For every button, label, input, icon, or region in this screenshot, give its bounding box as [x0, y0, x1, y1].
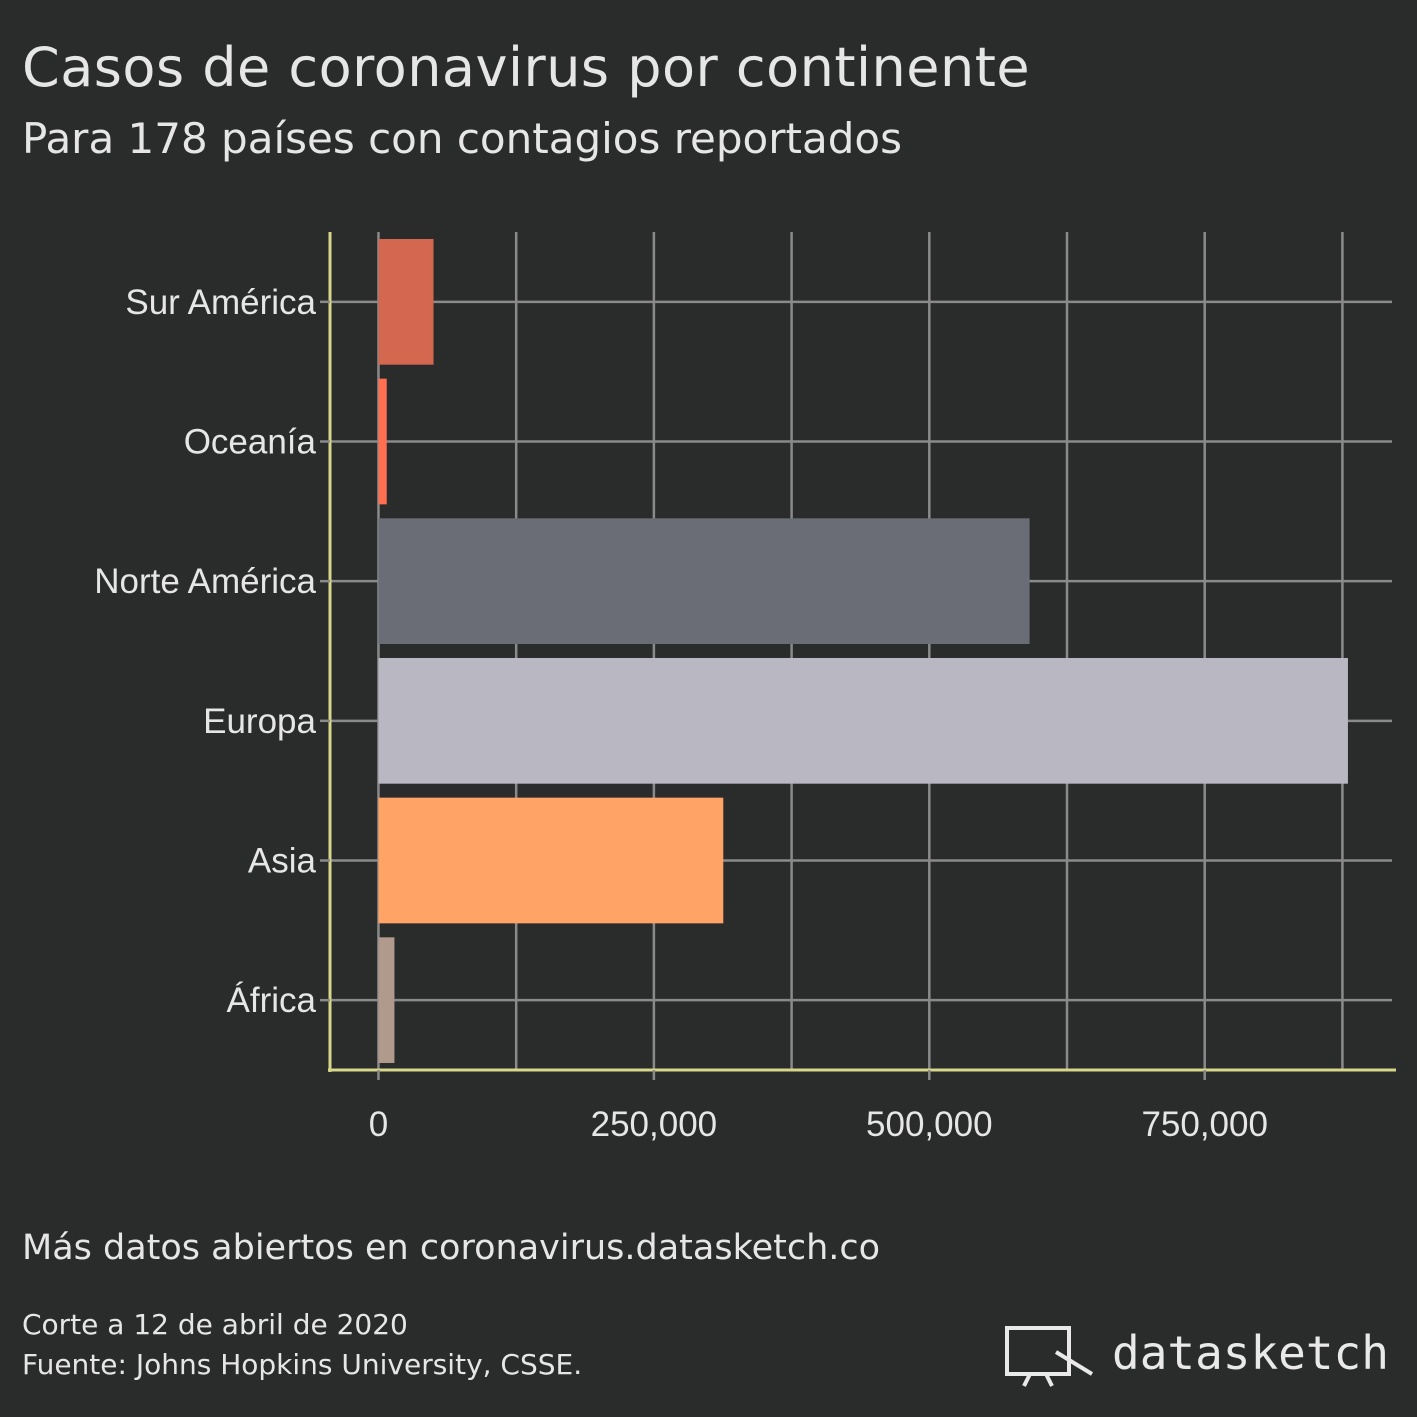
more-data-caption: Más datos abiertos en coronavirus.datask… [22, 1228, 881, 1268]
x-tick-label: 500,000 [866, 1105, 993, 1144]
x-tick-label: 250,000 [591, 1105, 718, 1144]
bars [378, 238, 1348, 1064]
bar-2 [378, 378, 387, 505]
source-note: Fuente: Johns Hopkins University, CSSE. [22, 1348, 583, 1381]
chart-title: Casos de coronavirus por continente [22, 36, 1031, 99]
tick-labels: Sur América Oceanía Norte América Europa Asi… [94, 283, 1268, 1144]
axes [320, 232, 1396, 1080]
date-note: Corte a 12 de abril de 2020 [22, 1308, 408, 1341]
chart-subtitle: Para 178 países con contagios reportados [22, 114, 902, 163]
y-tick-label: Europa [203, 702, 316, 741]
y-tick-label: Sur América [125, 283, 316, 322]
grid-lines [330, 232, 1392, 1070]
y-tick-label: Oceanía [184, 423, 317, 462]
bar-1 [378, 238, 434, 365]
x-tick-label: 0 [369, 1105, 388, 1144]
x-tick-label: 750,000 [1141, 1105, 1268, 1144]
bar-4 [378, 657, 1348, 784]
y-tick-label: Norte América [94, 562, 316, 601]
datasketch-logo: datasketch [1004, 1322, 1399, 1392]
bar-6 [378, 937, 395, 1064]
y-tick-label: Asia [248, 842, 317, 881]
bar-3 [378, 518, 1030, 645]
y-tick-label: África [227, 981, 317, 1020]
brand-name: datasketch [1112, 1326, 1389, 1380]
bar-5 [378, 797, 724, 924]
presentation-board-icon [1005, 1326, 1094, 1387]
